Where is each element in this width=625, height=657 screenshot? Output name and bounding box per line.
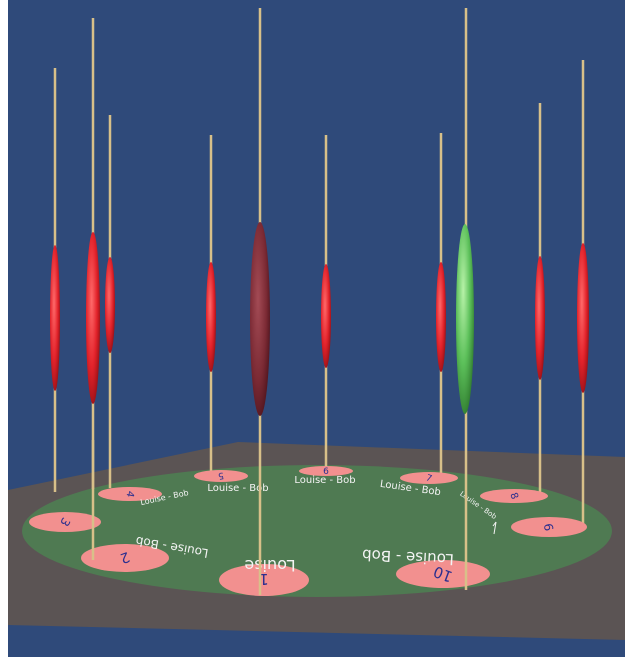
pad-number: 5: [217, 470, 224, 481]
pad-6[interactable]: 6: [299, 466, 353, 477]
pad-number: 8: [507, 491, 520, 501]
piece-8[interactable]: [456, 224, 474, 414]
pad-5[interactable]: 5: [194, 470, 248, 482]
pad-number: 4: [124, 490, 136, 498]
piece-2[interactable]: [86, 232, 100, 404]
piece-7[interactable]: [436, 262, 446, 372]
piece-1[interactable]: [50, 245, 60, 391]
pad-number: 10: [431, 562, 455, 585]
piece-9[interactable]: [535, 256, 545, 380]
player-label: Louise: [244, 556, 295, 575]
piece-5[interactable]: [250, 222, 270, 416]
pad-7[interactable]: 7: [400, 472, 458, 485]
player-label: Louise - Bob: [207, 483, 268, 494]
pad-2[interactable]: 2: [81, 544, 169, 572]
pad-9[interactable]: 9: [511, 517, 587, 537]
pad-3[interactable]: 3: [29, 512, 101, 532]
pad-number: 6: [323, 467, 329, 477]
pad-number: 1: [259, 570, 269, 588]
piece-10[interactable]: [577, 243, 589, 393]
player-label: Louise - Bob: [362, 546, 455, 569]
pad-number: 9: [541, 522, 556, 532]
pad-4[interactable]: 4: [98, 487, 162, 501]
pad-1[interactable]: 1: [219, 564, 309, 596]
piece-3[interactable]: [105, 257, 115, 353]
piece-4[interactable]: [206, 262, 216, 372]
game-pieces[interactable]: [50, 222, 589, 416]
player-label: Louise - Bob: [294, 475, 355, 486]
pad-number: 7: [424, 473, 433, 484]
frame-edge: [0, 0, 8, 657]
direction-marker: [492, 521, 497, 535]
pad-8[interactable]: 8: [480, 489, 548, 503]
piece-6[interactable]: [321, 264, 331, 368]
